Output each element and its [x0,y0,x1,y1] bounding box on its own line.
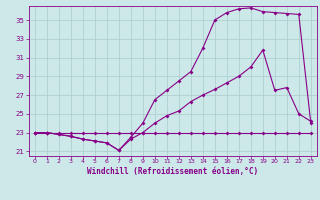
X-axis label: Windchill (Refroidissement éolien,°C): Windchill (Refroidissement éolien,°C) [87,167,258,176]
